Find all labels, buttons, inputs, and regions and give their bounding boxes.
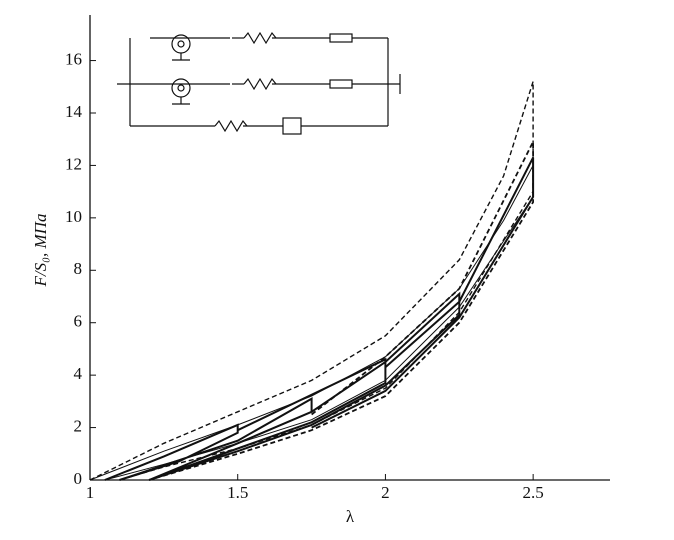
y-tick-label: 0 <box>74 469 83 488</box>
y-tick-label: 6 <box>74 312 83 331</box>
y-tick-label: 10 <box>65 207 82 226</box>
y-tick-label: 16 <box>65 49 82 68</box>
y-tick-label: 8 <box>74 259 83 278</box>
x-tick-label: 1 <box>86 483 95 502</box>
plot-area: 1 1.5 2 2.5 0 2 4 6 8 10 12 14 16 <box>65 49 544 501</box>
y-tick-label: 2 <box>74 416 83 435</box>
y-axis-label: F/S₀, МПа <box>31 214 50 288</box>
y-tick-label: 14 <box>65 102 83 121</box>
x-tick-label: 1.5 <box>227 483 248 502</box>
x-tick-label: 2 <box>381 483 390 502</box>
x-tick-label: 2.5 <box>523 483 544 502</box>
curve <box>148 141 534 481</box>
curve <box>89 165 534 481</box>
y-tick-label: 4 <box>74 364 83 383</box>
x-axis-label: λ <box>346 507 355 526</box>
curve <box>104 157 535 481</box>
circuit-inset <box>117 31 401 135</box>
y-tick-label: 12 <box>65 154 82 173</box>
